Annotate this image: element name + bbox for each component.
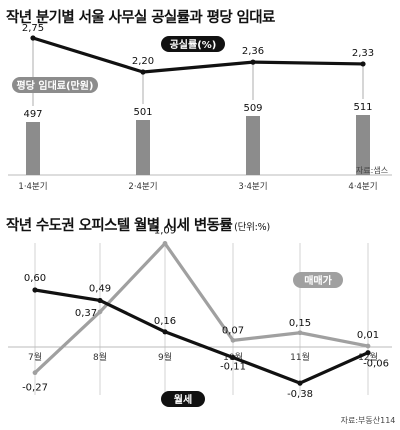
vacancy-value-label: 2,36 — [242, 46, 264, 57]
chart1-category-label: 1·4분기 — [18, 182, 47, 192]
sale-value-label: 1,09 — [154, 225, 176, 236]
vacancy-legend-box — [161, 36, 225, 52]
vacancy-line — [32, 36, 364, 74]
vacancy-point — [30, 35, 36, 41]
rent-line — [34, 288, 369, 385]
rent-bar — [356, 115, 370, 175]
chart1-category-label: 3·4분기 — [238, 182, 267, 192]
chart2-category-label: 8월 — [93, 351, 107, 363]
chart1-source: 자료:샘스 — [356, 166, 388, 175]
rent-bar — [136, 120, 150, 175]
rent-point — [162, 329, 168, 335]
vacancy-value-label: 2,33 — [352, 48, 374, 59]
sale-legend-box — [293, 272, 343, 288]
rent-value-label: -0,06 — [363, 359, 389, 370]
rent-legend-label: 평당 임대료(만원) — [16, 79, 93, 92]
rent-value-label: 0,49 — [89, 283, 111, 294]
chart2-category-label: 11월 — [290, 351, 310, 363]
chart1-category-label: 2·4분기 — [128, 182, 157, 192]
sale-point — [32, 370, 38, 376]
sale-value-label: 0,01 — [357, 330, 379, 341]
rent-month-legend-label: 월세 — [174, 393, 192, 406]
chart1-category-label: 4·4분기 — [348, 182, 377, 192]
rent-point — [230, 354, 236, 361]
chart1-title: 작년 분기별 서울 사무실 공실률과 평당 임대료 — [6, 10, 275, 26]
vacancy-point — [250, 59, 256, 65]
chart2-source: 자료:부동산114 — [341, 415, 396, 425]
sale-legend-label: 매매가 — [304, 274, 332, 287]
rent-bar-value-label: 511 — [353, 102, 372, 113]
sale-point — [297, 330, 303, 336]
rent-value-label: 0,16 — [154, 316, 176, 327]
sale-point — [230, 337, 236, 343]
rent-bar-value-label: 509 — [243, 103, 262, 114]
sale-point — [162, 241, 168, 246]
vacancy-value-label: 2,75 — [22, 23, 44, 34]
rent-value-label: 0,60 — [24, 273, 46, 284]
rent-bar — [246, 116, 260, 175]
rent-point — [297, 380, 303, 386]
rent-month-legend-box — [161, 391, 205, 407]
rent-point — [97, 297, 103, 304]
sale-line — [33, 241, 369, 374]
rent-value-label: -0,38 — [287, 389, 313, 400]
vacancy-point — [360, 61, 366, 67]
sale-value-label: 0,37 — [75, 308, 97, 319]
chart2-title: 작년 수도권 오피스텔 월별 시세 변동률 (단위:%) — [6, 218, 271, 234]
sale-point — [97, 309, 103, 315]
chart2-category-label: 9월 — [158, 351, 172, 363]
sale-value-label: -0,27 — [22, 383, 48, 394]
rent-point — [365, 350, 371, 356]
vacancy-legend-label: 공실률(%) — [170, 38, 217, 51]
chart2-unit: (단위:%) — [234, 222, 271, 233]
vacancy-legend: 공실률(%) — [161, 36, 225, 52]
rent-legend: 평당 임대료(만원) — [12, 77, 98, 93]
sale-value-label: 0,07 — [222, 325, 244, 336]
vacancy-value-label: 2,20 — [132, 56, 154, 67]
rent-month-legend: 월세 — [161, 391, 205, 407]
rent-bar — [26, 122, 40, 175]
sale-point — [365, 343, 371, 349]
rent-point — [32, 287, 38, 293]
sale-legend: 매매가 — [293, 272, 343, 288]
sale-value-label: 0,15 — [289, 318, 311, 329]
chart2-category-label: 7월 — [28, 351, 42, 363]
rent-legend-box — [12, 77, 98, 93]
rent-bar-value-label: 497 — [23, 109, 42, 120]
rent-bar-value-label: 501 — [133, 107, 152, 118]
vacancy-point — [140, 69, 146, 75]
rent-value-label: -0,11 — [220, 361, 246, 372]
